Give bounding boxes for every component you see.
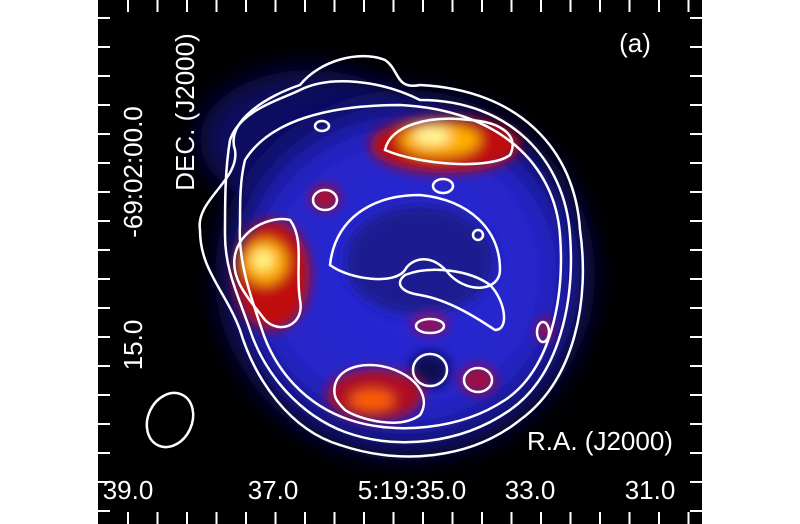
y-tick-label: 15.0 bbox=[118, 320, 148, 371]
x-axis-label: R.A. (J2000) bbox=[527, 426, 673, 456]
contour-2 bbox=[223, 80, 573, 444]
contour-small bbox=[462, 366, 494, 394]
x-tick-label: 5:19:35.0 bbox=[358, 475, 466, 505]
x-tick-label: 37.0 bbox=[248, 475, 299, 505]
contour-small bbox=[431, 177, 455, 195]
contour-small bbox=[414, 317, 446, 335]
axis-ticks bbox=[98, 0, 702, 524]
contour-small bbox=[471, 228, 485, 242]
x-tick-label: 31.0 bbox=[625, 475, 676, 505]
contour-left bbox=[232, 217, 302, 329]
y-tick-label: -69:02:00.0 bbox=[118, 106, 148, 238]
contour-small bbox=[411, 352, 449, 388]
contour-small bbox=[311, 188, 339, 212]
contour-top bbox=[383, 117, 514, 166]
contour-small bbox=[535, 320, 551, 344]
contour-3 bbox=[238, 103, 563, 430]
beam-ellipse bbox=[145, 391, 195, 449]
contour-outer bbox=[198, 54, 585, 458]
panel-label: (a) bbox=[619, 28, 651, 58]
contour-bottom bbox=[333, 363, 426, 424]
contour-hole bbox=[328, 193, 502, 289]
y-axis-label: DEC. (J2000) bbox=[170, 33, 200, 191]
x-tick-label: 33.0 bbox=[505, 475, 556, 505]
contour-small bbox=[313, 119, 331, 133]
x-tick-label: 39.0 bbox=[103, 475, 154, 505]
contours bbox=[145, 54, 585, 458]
contour-hole-2 bbox=[398, 268, 506, 332]
